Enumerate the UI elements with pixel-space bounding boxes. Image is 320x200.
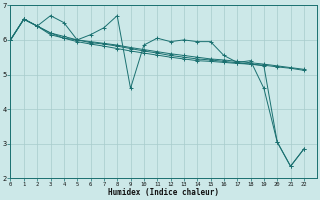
X-axis label: Humidex (Indice chaleur): Humidex (Indice chaleur) [108,188,220,197]
